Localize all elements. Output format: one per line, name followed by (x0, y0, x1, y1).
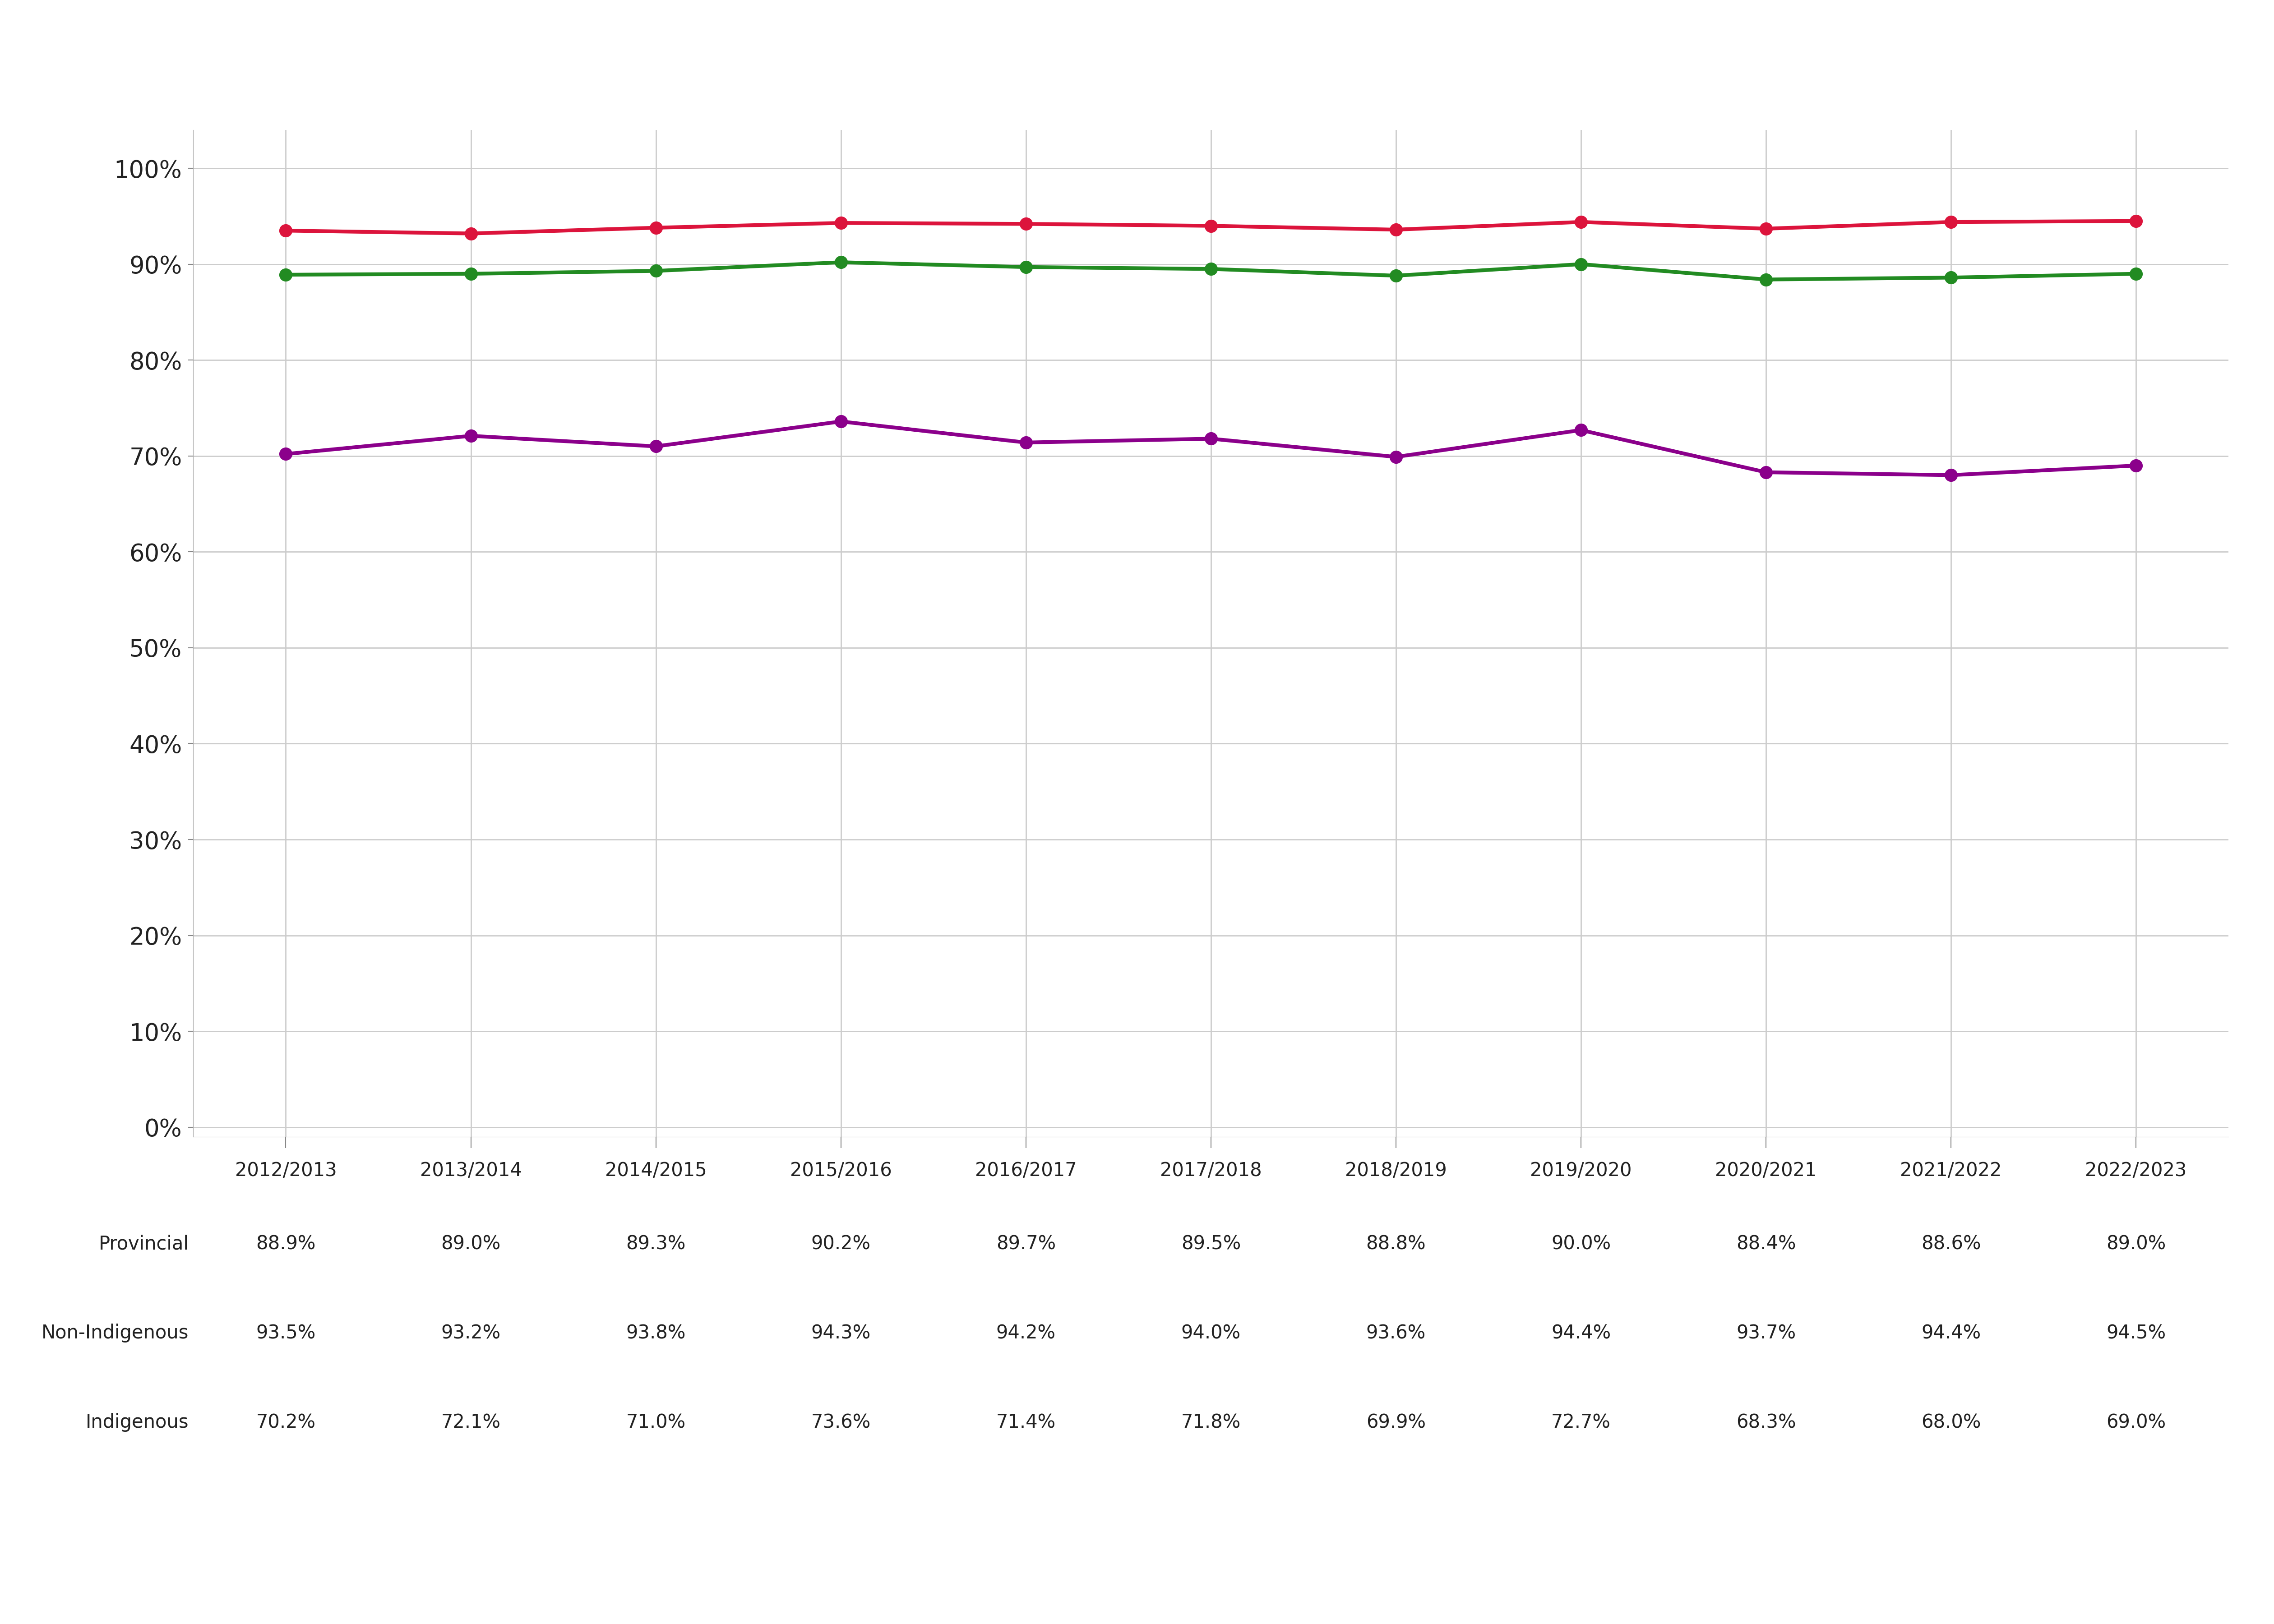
Indigenous (641, 437, 669, 456)
Text: 88.8%: 88.8% (1367, 1234, 1426, 1254)
Text: 89.5%: 89.5% (1180, 1234, 1242, 1254)
Text: 88.6%: 88.6% (1922, 1234, 1981, 1254)
Text: 68.0%: 68.0% (1922, 1413, 1981, 1432)
Text: 68.3%: 68.3% (1735, 1413, 1796, 1432)
Text: 72.1%: 72.1% (441, 1413, 500, 1432)
Text: 94.4%: 94.4% (1551, 1324, 1610, 1343)
Text: 2020/2021: 2020/2021 (1715, 1161, 1817, 1181)
Text: 2014/2015: 2014/2015 (605, 1161, 707, 1181)
Provincial (1198, 260, 1226, 279)
Text: 72.7%: 72.7% (1551, 1413, 1610, 1432)
Text: 89.7%: 89.7% (996, 1234, 1055, 1254)
Text: 2021/2022: 2021/2022 (1901, 1161, 2001, 1181)
Indigenous (1753, 463, 1781, 482)
Provincial (2122, 265, 2149, 284)
Indigenous (1567, 421, 1594, 440)
Indigenous (828, 412, 855, 432)
Non-Indigenous (273, 221, 300, 240)
Provincial (1012, 257, 1039, 276)
Non-Indigenous (828, 213, 855, 232)
Indigenous (1383, 447, 1410, 466)
Text: 93.5%: 93.5% (257, 1324, 316, 1343)
Text: 93.7%: 93.7% (1735, 1324, 1796, 1343)
Text: 73.6%: 73.6% (812, 1413, 871, 1432)
Line: Indigenous: Indigenous (280, 416, 2142, 481)
Text: 2019/2020: 2019/2020 (1530, 1161, 1633, 1181)
Line: Non-Indigenous: Non-Indigenous (280, 214, 2142, 240)
Text: 93.6%: 93.6% (1367, 1324, 1426, 1343)
Text: 94.5%: 94.5% (2106, 1324, 2165, 1343)
Text: Indigenous: Indigenous (86, 1413, 189, 1432)
Text: 70.2%: 70.2% (257, 1413, 316, 1432)
Text: 2015/2016: 2015/2016 (789, 1161, 891, 1181)
Provincial (273, 265, 300, 284)
Non-Indigenous (1383, 219, 1410, 239)
Text: 89.0%: 89.0% (2106, 1234, 2165, 1254)
Text: 89.0%: 89.0% (441, 1234, 500, 1254)
Text: Provincial: Provincial (98, 1234, 189, 1254)
Text: 71.4%: 71.4% (996, 1413, 1055, 1432)
Text: 90.2%: 90.2% (812, 1234, 871, 1254)
Line: Provincial: Provincial (280, 257, 2142, 286)
Text: 94.0%: 94.0% (1180, 1324, 1242, 1343)
Non-Indigenous (1753, 219, 1781, 239)
Text: 69.0%: 69.0% (2106, 1413, 2165, 1432)
Text: 93.8%: 93.8% (625, 1324, 687, 1343)
Indigenous (2122, 456, 2149, 476)
Indigenous (1012, 432, 1039, 451)
Non-Indigenous (2122, 211, 2149, 231)
Text: 94.2%: 94.2% (996, 1324, 1055, 1343)
Text: 93.2%: 93.2% (441, 1324, 500, 1343)
Text: 88.9%: 88.9% (257, 1234, 316, 1254)
Text: 71.0%: 71.0% (625, 1413, 687, 1432)
Non-Indigenous (1198, 216, 1226, 235)
Non-Indigenous (457, 224, 484, 244)
Text: 71.8%: 71.8% (1180, 1413, 1242, 1432)
Text: 2018/2019: 2018/2019 (1344, 1161, 1446, 1181)
Text: 2017/2018: 2017/2018 (1160, 1161, 1262, 1181)
Non-Indigenous (1937, 213, 1965, 232)
Indigenous (273, 445, 300, 464)
Legend: Provincial, Indigenous, Non-Indigenous: Provincial, Indigenous, Non-Indigenous (646, 0, 1776, 3)
Provincial (828, 252, 855, 271)
Provincial (1383, 266, 1410, 286)
Text: 88.4%: 88.4% (1735, 1234, 1796, 1254)
Text: 2016/2017: 2016/2017 (976, 1161, 1078, 1181)
Indigenous (1198, 429, 1226, 448)
Provincial (641, 261, 669, 281)
Text: 89.3%: 89.3% (625, 1234, 687, 1254)
Provincial (1937, 268, 1965, 287)
Text: 90.0%: 90.0% (1551, 1234, 1610, 1254)
Indigenous (457, 425, 484, 445)
Text: Non-Indigenous: Non-Indigenous (41, 1324, 189, 1343)
Indigenous (1937, 466, 1965, 486)
Non-Indigenous (1012, 214, 1039, 234)
Provincial (1753, 270, 1781, 289)
Provincial (457, 265, 484, 284)
Text: 69.9%: 69.9% (1367, 1413, 1426, 1432)
Non-Indigenous (641, 218, 669, 237)
Text: 94.3%: 94.3% (812, 1324, 871, 1343)
Non-Indigenous (1567, 213, 1594, 232)
Text: 94.4%: 94.4% (1922, 1324, 1981, 1343)
Provincial (1567, 255, 1594, 274)
Text: 2022/2023: 2022/2023 (2085, 1161, 2188, 1181)
Text: 2013/2014: 2013/2014 (421, 1161, 521, 1181)
Text: 2012/2013: 2012/2013 (234, 1161, 337, 1181)
